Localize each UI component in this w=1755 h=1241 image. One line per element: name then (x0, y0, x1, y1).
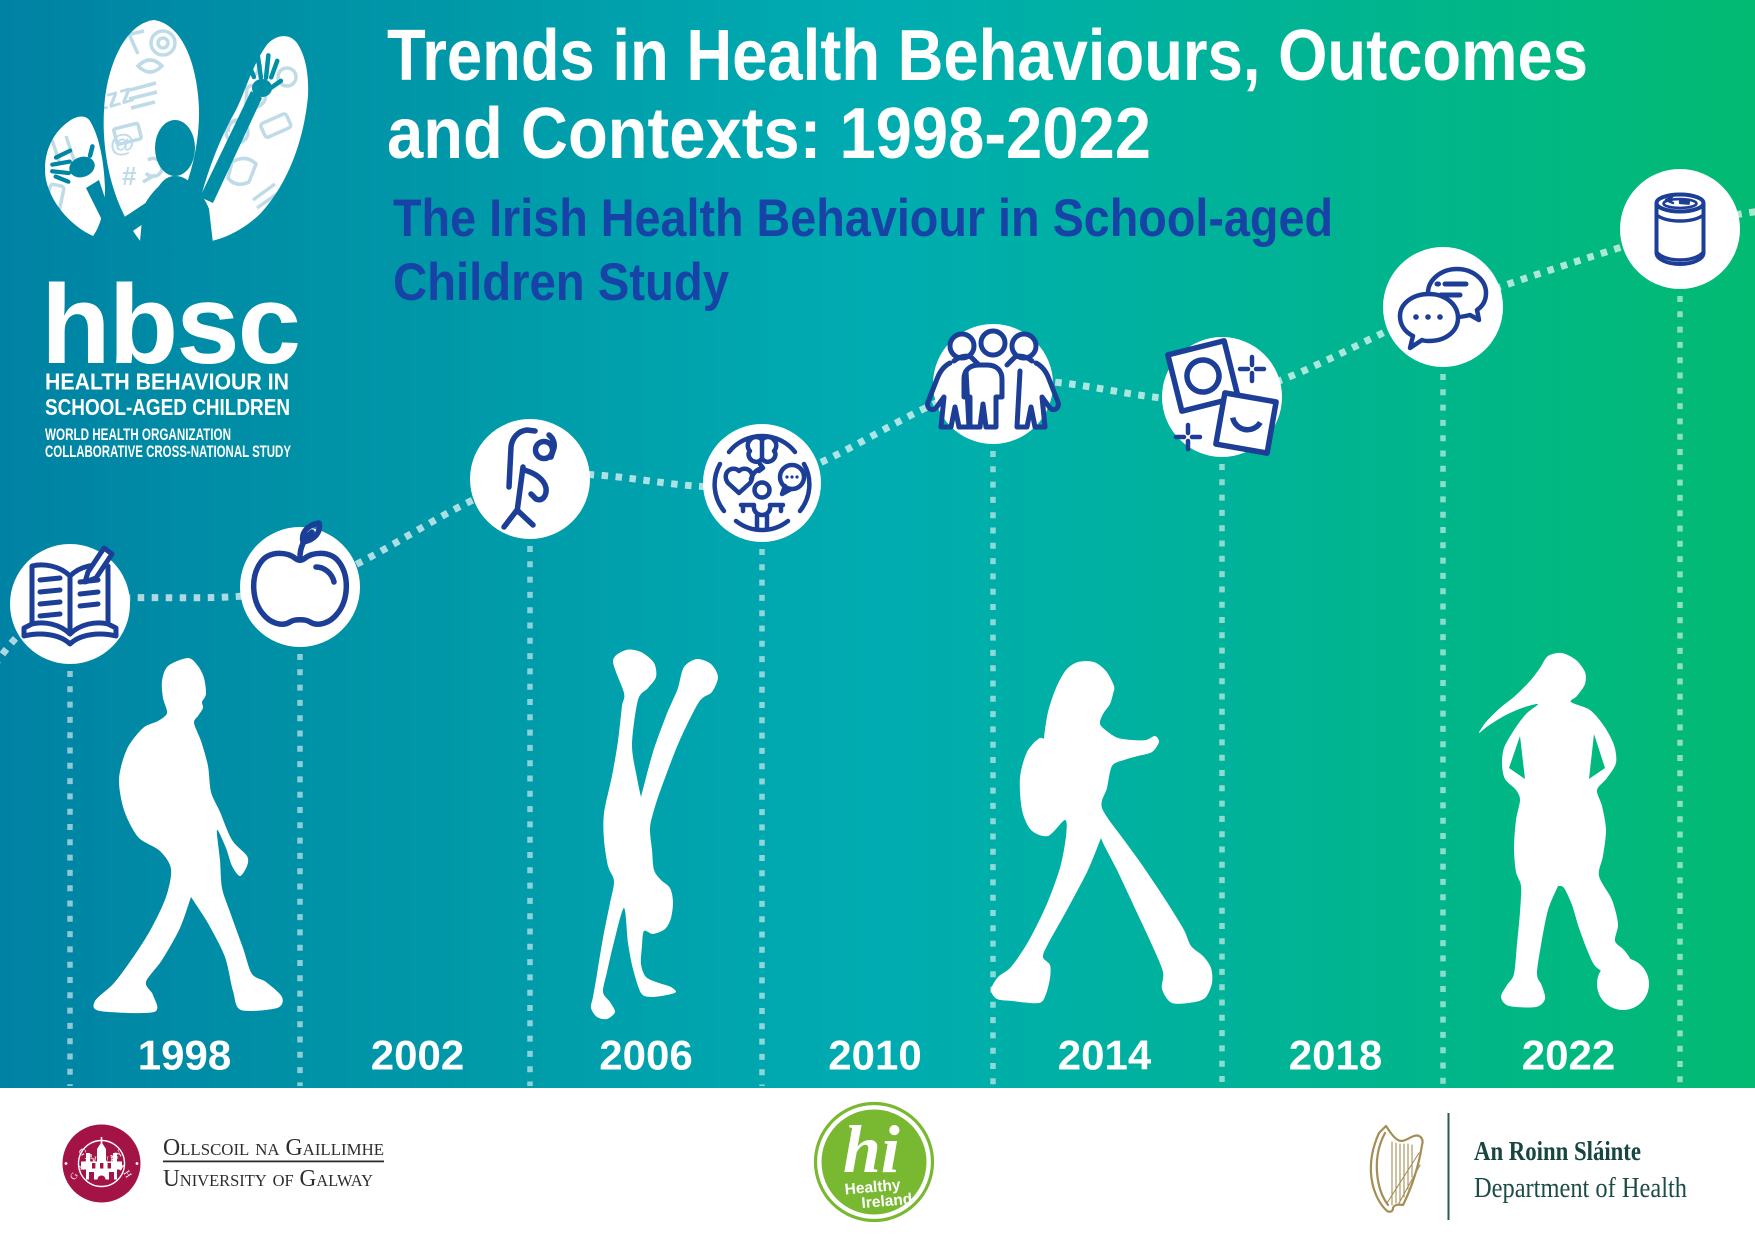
svg-text:The Irish Health Behaviour in: The Irish Health Behaviour in School-age… (393, 189, 1333, 248)
svg-text:Ireland: Ireland (861, 1191, 913, 1212)
svg-text:University of Galway: University of Galway (163, 1166, 373, 1192)
svg-text:2014: 2014 (1058, 1032, 1152, 1079)
svg-text:Ollscoil na Gaillimhe: Ollscoil na Gaillimhe (163, 1135, 384, 1161)
svg-text:@: @ (110, 130, 134, 158)
svg-text:hi: hi (843, 1111, 900, 1187)
svg-text:Children Study: Children Study (393, 253, 729, 312)
svg-text:2006: 2006 (599, 1032, 692, 1079)
svg-text:WORLD HEALTH ORGANIZATION: WORLD HEALTH ORGANIZATION (45, 426, 231, 444)
svg-text:2018: 2018 (1289, 1032, 1382, 1079)
svg-text:2002: 2002 (371, 1032, 464, 1079)
svg-text:Department of Health: Department of Health (1474, 1173, 1687, 1204)
svg-text:COLLABORATIVE CROSS-NATIONAL S: COLLABORATIVE CROSS-NATIONAL STUDY (45, 443, 291, 461)
svg-text:Healthy: Healthy (844, 1177, 902, 1199)
svg-text:and Contexts: 1998-2022: and Contexts: 1998-2022 (387, 94, 1151, 174)
svg-text:An Roinn Sláinte: An Roinn Sláinte (1474, 1136, 1641, 1166)
svg-text:2022: 2022 (1522, 1032, 1615, 1079)
svg-text:Trends in Health Behaviours, O: Trends in Health Behaviours, Outcomes (387, 16, 1588, 96)
svg-text:18: 18 (85, 1152, 93, 1161)
svg-text:SCHOOL-AGED CHILDREN: SCHOOL-AGED CHILDREN (45, 394, 290, 420)
svg-text:HEALTH BEHAVIOUR IN: HEALTH BEHAVIOUR IN (45, 369, 289, 395)
svg-text:45: 45 (111, 1152, 119, 1161)
svg-text:#: # (122, 161, 137, 191)
svg-text:hbsc: hbsc (41, 262, 299, 387)
svg-text:2010: 2010 (828, 1032, 921, 1079)
svg-text:1998: 1998 (138, 1032, 231, 1079)
